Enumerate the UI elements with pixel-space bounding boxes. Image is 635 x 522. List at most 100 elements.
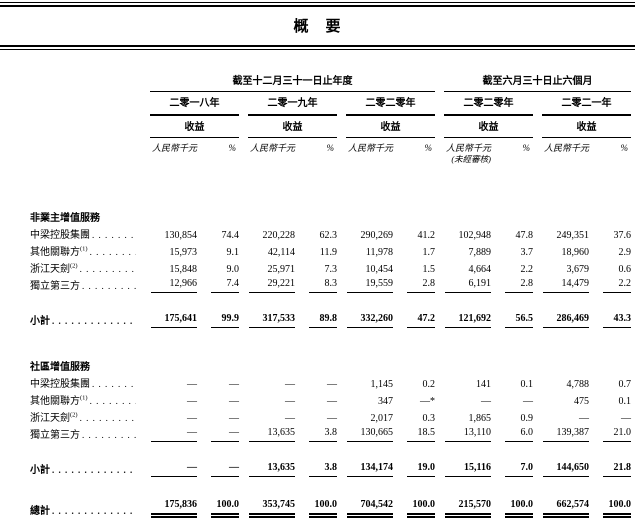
percent-value: 1.7 — [422, 247, 436, 258]
percent-cell: — — [295, 391, 337, 408]
percent-cell: 0.1 — [491, 374, 534, 391]
leader-dots — [92, 379, 136, 389]
revenue-row: 收益 收益 收益 收益 收益 — [30, 116, 631, 138]
amount-value: — — [151, 427, 197, 442]
amount-cell: 134,174 — [337, 458, 393, 477]
percent-value: 7.4 — [211, 278, 239, 293]
table-row: 中梁控股集團 130,854 74.4 220,228 62.3 290,269 41.2 1… — [30, 225, 631, 242]
percent-cell: — — [197, 374, 239, 391]
table-row: 中梁控股集團 — — — — 1,145 0.2 141 0.1 4,788 0.7 — [30, 374, 631, 391]
spacer-cell — [30, 442, 631, 458]
footnote-marker: (2) — [70, 411, 78, 419]
leader-dots — [82, 281, 136, 291]
table-row: 其他關聯方(1) — — — — 347 —* — — 475 0.1 — [30, 391, 631, 408]
percent-cell: 11.9 — [295, 242, 337, 259]
amount-value: — — [187, 413, 197, 424]
leader-dots — [90, 396, 136, 406]
leader-dots — [52, 506, 136, 516]
amount-cell: — — [435, 391, 491, 408]
row-label-cell: 小計 — [30, 309, 141, 328]
percent-value: — — [229, 379, 239, 390]
percent-value: — — [229, 413, 239, 424]
amount-value: 15,973 — [169, 247, 198, 258]
amount-value: 130,854 — [164, 230, 198, 241]
row-label-wrap: 小計 — [30, 465, 141, 477]
percent-cell: 21.0 — [589, 425, 631, 442]
revenue-cell: 收益 — [435, 116, 533, 138]
amount-value: — — [481, 396, 491, 407]
percent-cell: 2.9 — [589, 242, 632, 259]
amount-value: — — [579, 413, 589, 424]
percent-cell: 43.3 — [589, 309, 631, 328]
percent-header: % — [522, 142, 531, 153]
percent-value: 43.3 — [603, 313, 631, 328]
percent-cell: 62.3 — [295, 225, 338, 242]
period-group-cell: 截至六月三十日止六個月 — [435, 76, 631, 92]
unit-header: 人民幣千元 — [445, 142, 491, 153]
unit-header: 人民幣千元 — [543, 142, 589, 153]
amount-value: 141 — [476, 379, 491, 390]
unit-header: 人民幣千元 — [347, 142, 393, 153]
unit-cell: 人民幣千元 (未經審核) — [435, 138, 491, 179]
page-title: 概 要 — [293, 19, 342, 35]
year-header: 二零二零年 — [444, 98, 533, 116]
header-label-cell — [30, 116, 141, 138]
amount-value: 6,191 — [445, 278, 491, 293]
spacer-row — [30, 442, 631, 458]
amount-value: 2,017 — [370, 413, 394, 424]
percent-value: 0.3 — [422, 413, 436, 424]
leader-dots — [92, 230, 136, 240]
spacer-row — [30, 328, 631, 356]
amount-value: 290,269 — [360, 230, 394, 241]
percent-value: 37.6 — [613, 230, 632, 241]
year-row: 二零一八年 二零一九年 二零二零年 二零二零年 二零二一年 — [30, 92, 631, 116]
percent-value: 3.8 — [309, 427, 337, 442]
unit-header: 人民幣千元 — [249, 142, 295, 153]
amount-cell: 175,641 — [141, 309, 197, 328]
leader-dots — [90, 247, 136, 257]
percent-value: 19.0 — [407, 462, 435, 477]
section-title: 社區增值服務 — [30, 362, 90, 373]
percent-cell: 8.3 — [295, 276, 337, 293]
revenue-header: 收益 — [346, 122, 435, 138]
percent-value: 0.9 — [520, 413, 534, 424]
row-label-cell: 其他關聯方(1) — [30, 242, 141, 259]
percent-cell: 100.0 — [491, 499, 533, 518]
percent-value: — — [211, 427, 239, 442]
amount-value: 14,479 — [543, 278, 589, 293]
year-cell: 二零二零年 — [337, 92, 435, 116]
amount-cell: 6,191 — [435, 276, 491, 293]
section-title-cell: 非業主增值服務 — [30, 207, 631, 225]
percent-value: — — [523, 396, 533, 407]
amount-cell: 286,469 — [533, 309, 589, 328]
amount-value: 15,116 — [445, 462, 491, 477]
percent-value: 6.0 — [505, 427, 533, 442]
amount-cell: 11,978 — [337, 242, 393, 259]
amount-cell: 220,228 — [239, 225, 296, 242]
unit-cell: 人民幣千元 — [239, 138, 295, 179]
amount-value: — — [187, 379, 197, 390]
unit-cell: 人民幣千元 — [533, 138, 589, 179]
percent-value: 7.3 — [324, 264, 338, 275]
percent-cell: 100.0 — [589, 499, 631, 518]
amount-value: 286,469 — [543, 313, 589, 328]
percent-value: 18.5 — [407, 427, 435, 442]
spacer-row — [30, 293, 631, 309]
amount-cell: 215,570 — [435, 499, 491, 518]
amount-value: 25,971 — [267, 264, 296, 275]
row-label-cell: 浙江天劍(2) — [30, 259, 141, 276]
amount-value: 130,665 — [347, 427, 393, 442]
percent-cell: 37.6 — [589, 225, 632, 242]
amount-cell: — — [141, 458, 197, 477]
amount-value: 19,559 — [347, 278, 393, 293]
percent-value: — — [211, 462, 239, 477]
percent-value: 1.5 — [422, 264, 436, 275]
period-group-row: 截至十二月三十一日止年度 截至六月三十日止六個月 — [30, 76, 631, 92]
row-label-wrap: 獨立第三方 — [30, 430, 141, 442]
amount-cell: 130,854 — [141, 225, 198, 242]
percent-cell: 47.2 — [393, 309, 435, 328]
percent-value: 100.0 — [505, 499, 533, 518]
amount-cell: 2,017 — [337, 408, 394, 425]
percent-value: 2.8 — [505, 278, 533, 293]
percent-value: — — [327, 379, 337, 390]
